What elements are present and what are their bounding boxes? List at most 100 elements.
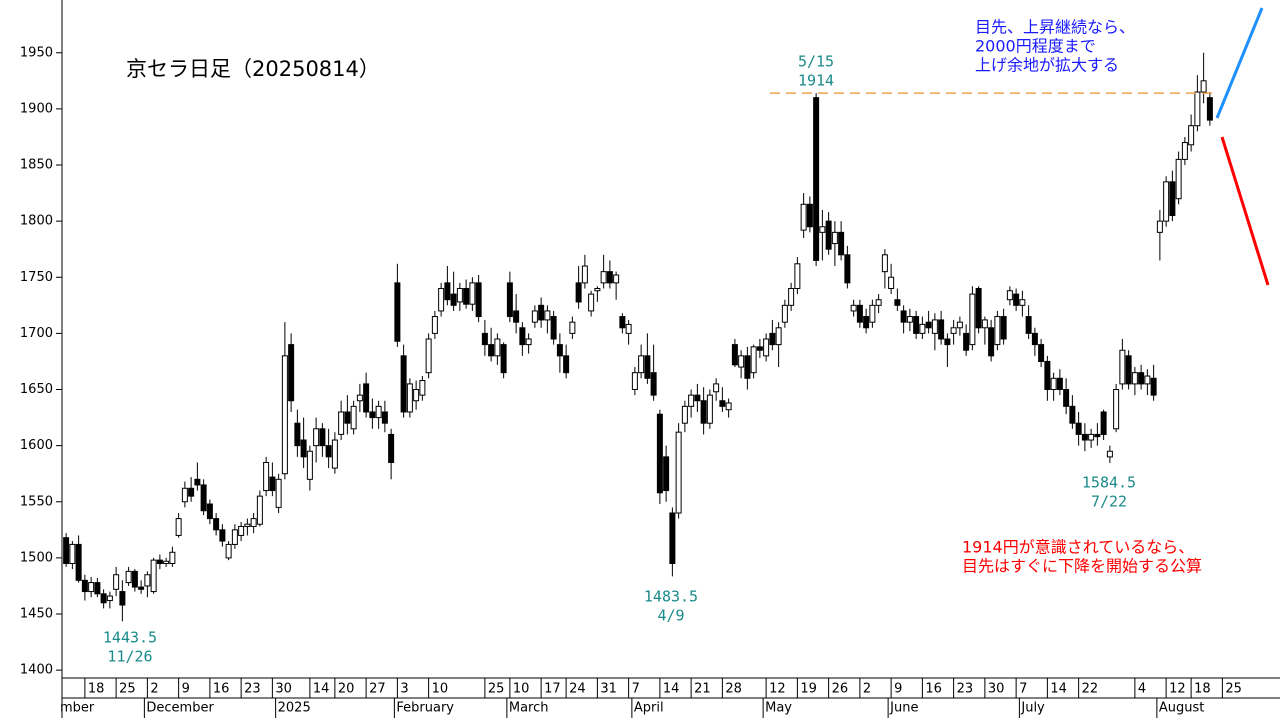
candle-body	[225, 543, 232, 559]
y-tick-label: 1750	[20, 270, 53, 285]
x-tick-label: 9	[182, 682, 190, 697]
x-tick-label: 20	[338, 682, 355, 697]
candle-body	[694, 394, 701, 402]
candle-body	[1163, 181, 1170, 222]
candle-body	[519, 327, 526, 346]
candle-body	[919, 323, 926, 334]
candle-body	[456, 287, 463, 303]
candle-body	[1025, 316, 1032, 334]
candle-body	[925, 321, 932, 329]
candle-body	[850, 304, 857, 312]
annotation: 1483.5	[644, 588, 698, 606]
x-tick-label: 9	[894, 682, 902, 697]
candle-body	[213, 518, 220, 531]
candle-body	[100, 593, 107, 604]
y-tick-label: 1450	[20, 607, 53, 622]
candle-body	[638, 355, 645, 374]
candle-body	[1081, 433, 1088, 441]
candle-body	[294, 422, 301, 447]
x-tick-label: 19	[800, 682, 817, 697]
x-tick-label: 23	[244, 682, 261, 697]
candle-body	[356, 394, 363, 402]
candle-body	[631, 372, 638, 391]
candle-body	[200, 484, 207, 512]
candle-body	[319, 428, 326, 447]
candle-body	[450, 293, 457, 306]
x-tick-label: 17	[544, 682, 561, 697]
candle-body	[800, 203, 807, 231]
candle-body	[1181, 142, 1188, 160]
annotation: 11/26	[107, 648, 152, 666]
month-label: August	[1159, 701, 1205, 716]
candle-body	[156, 559, 163, 565]
candle-body	[194, 478, 201, 486]
candle-body	[1044, 360, 1051, 391]
candle-body	[500, 344, 507, 374]
candle-body	[69, 543, 76, 565]
annotation: 5/15	[798, 53, 834, 71]
candle-body	[256, 495, 263, 525]
candle-body	[1100, 411, 1107, 435]
candle-body	[175, 518, 182, 536]
y-tick-label: 1700	[20, 326, 53, 341]
candle-body	[775, 327, 782, 346]
x-tick-label: 18	[1194, 682, 1211, 697]
candle-body	[544, 310, 551, 321]
candle-body	[744, 355, 751, 379]
note: 2000円程度まで	[975, 37, 1096, 56]
candle-body	[438, 287, 445, 312]
candle-body	[900, 310, 907, 323]
candle-body	[975, 287, 982, 329]
candle-body	[394, 282, 401, 342]
candle-body	[1175, 158, 1182, 200]
candle-body	[1069, 405, 1076, 424]
x-tick-label: 7	[632, 682, 640, 697]
candle-body	[588, 293, 595, 312]
x-tick-label: 21	[694, 682, 711, 697]
candle-body	[1094, 433, 1101, 438]
y-tick-label: 1600	[20, 438, 53, 453]
candle-body	[963, 332, 970, 351]
x-tick-label: 30	[988, 682, 1005, 697]
x-tick-label: 12	[1169, 682, 1186, 697]
candle-body	[425, 338, 432, 374]
month-label: February	[396, 701, 454, 716]
x-tick-label: 27	[369, 682, 386, 697]
candle-body	[600, 271, 607, 284]
note: 目先、上昇継続なら、	[975, 18, 1135, 37]
candle-body	[538, 304, 545, 321]
x-tick-label: 4	[1138, 682, 1146, 697]
candle-body	[700, 400, 707, 424]
annotation: 1584.5	[1082, 474, 1136, 492]
candle-body	[575, 282, 582, 303]
y-tick-label: 1500	[20, 550, 53, 565]
candle-body	[263, 461, 270, 492]
month-label: June	[889, 701, 918, 716]
candle-body	[675, 431, 682, 514]
candle-body	[169, 551, 176, 565]
candle-body	[63, 537, 70, 565]
candle-body	[938, 319, 945, 340]
x-tick-label: 12	[769, 682, 786, 697]
candle-body	[481, 332, 488, 346]
candle-body	[619, 316, 626, 329]
candle-body	[831, 231, 838, 245]
x-tick-label: 10	[432, 682, 449, 697]
y-tick-label: 1800	[20, 214, 53, 229]
candle-body	[813, 97, 820, 261]
y-tick-label: 1850	[20, 158, 53, 173]
month-label: May	[765, 701, 792, 716]
candle-body	[950, 327, 957, 334]
candle-body	[144, 574, 151, 587]
candle-body	[475, 282, 482, 318]
candle-body	[563, 355, 570, 374]
candle-body	[138, 586, 145, 590]
candle-body	[1113, 389, 1120, 430]
candle-body	[381, 411, 388, 424]
x-tick-label: 14	[1050, 682, 1067, 697]
month-label: July	[1020, 701, 1045, 716]
x-tick-label: 7	[1019, 682, 1027, 697]
candle-body	[463, 287, 470, 305]
candle-body	[125, 570, 132, 584]
candle-body	[88, 582, 95, 593]
